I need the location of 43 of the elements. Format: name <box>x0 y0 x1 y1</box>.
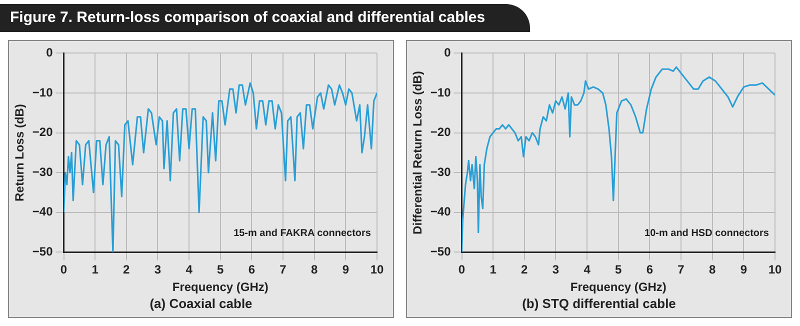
x-axis-title: Frequency (GHz) <box>172 280 268 294</box>
x-tick-label: 1 <box>490 262 497 277</box>
x-tick-label: 8 <box>709 262 716 277</box>
x-tick-label: 7 <box>280 262 287 277</box>
y-tick-label: −20 <box>430 125 452 140</box>
text: (a) Coaxial cable <box>148 296 254 311</box>
x-tick-label: 0 <box>458 262 466 277</box>
text: (b) STQ differential cable <box>521 296 677 311</box>
x-tick-label: 8 <box>311 262 318 277</box>
x-tick-label: 6 <box>646 262 654 277</box>
x-tick-label: 10 <box>768 262 782 277</box>
annotation: 10-m and HSD connectors <box>644 228 770 239</box>
y-tick-label: −20 <box>32 125 54 140</box>
x-tick-label: 1 <box>92 262 99 277</box>
y-tick-label: −30 <box>430 164 452 179</box>
x-tick-label: 7 <box>678 262 685 277</box>
x-tick-label: 4 <box>584 262 591 277</box>
x-tick-label: 3 <box>154 262 162 277</box>
y-tick-label: −50 <box>32 244 54 259</box>
x-tick-label: 6 <box>248 262 256 277</box>
y-tick-label: −40 <box>430 204 452 219</box>
y-tick-label: −40 <box>32 204 54 219</box>
y-axis-title: Return Loss (dB) <box>12 104 27 202</box>
y-axis-title: Differential Return Loss (dB) <box>410 71 425 234</box>
chart-title: Figure 7. Return-loss comparison of coaxial and differential cables <box>0 4 530 32</box>
y-tick-label: −10 <box>32 85 54 100</box>
x-tick-label: 2 <box>521 262 528 277</box>
y-tick-label: 0 <box>444 46 452 60</box>
x-tick-label: 10 <box>370 262 384 277</box>
x-tick-label: 9 <box>740 262 748 277</box>
annotation: 15-m and FAKRA connectors <box>234 228 372 239</box>
x-tick-label: 0 <box>60 262 68 277</box>
x-tick-label: 5 <box>217 262 224 277</box>
x-tick-label: 9 <box>342 262 350 277</box>
y-tick-label: −10 <box>430 85 452 100</box>
y-tick-label: 0 <box>46 46 54 60</box>
x-tick-label: 4 <box>186 262 193 277</box>
y-tick-label: −30 <box>32 164 54 179</box>
x-axis-title: Frequency (GHz) <box>570 280 666 294</box>
x-tick-label: 5 <box>615 262 622 277</box>
x-tick-label: 3 <box>552 262 560 277</box>
y-tick-label: −50 <box>430 244 452 259</box>
x-tick-label: 2 <box>123 262 130 277</box>
